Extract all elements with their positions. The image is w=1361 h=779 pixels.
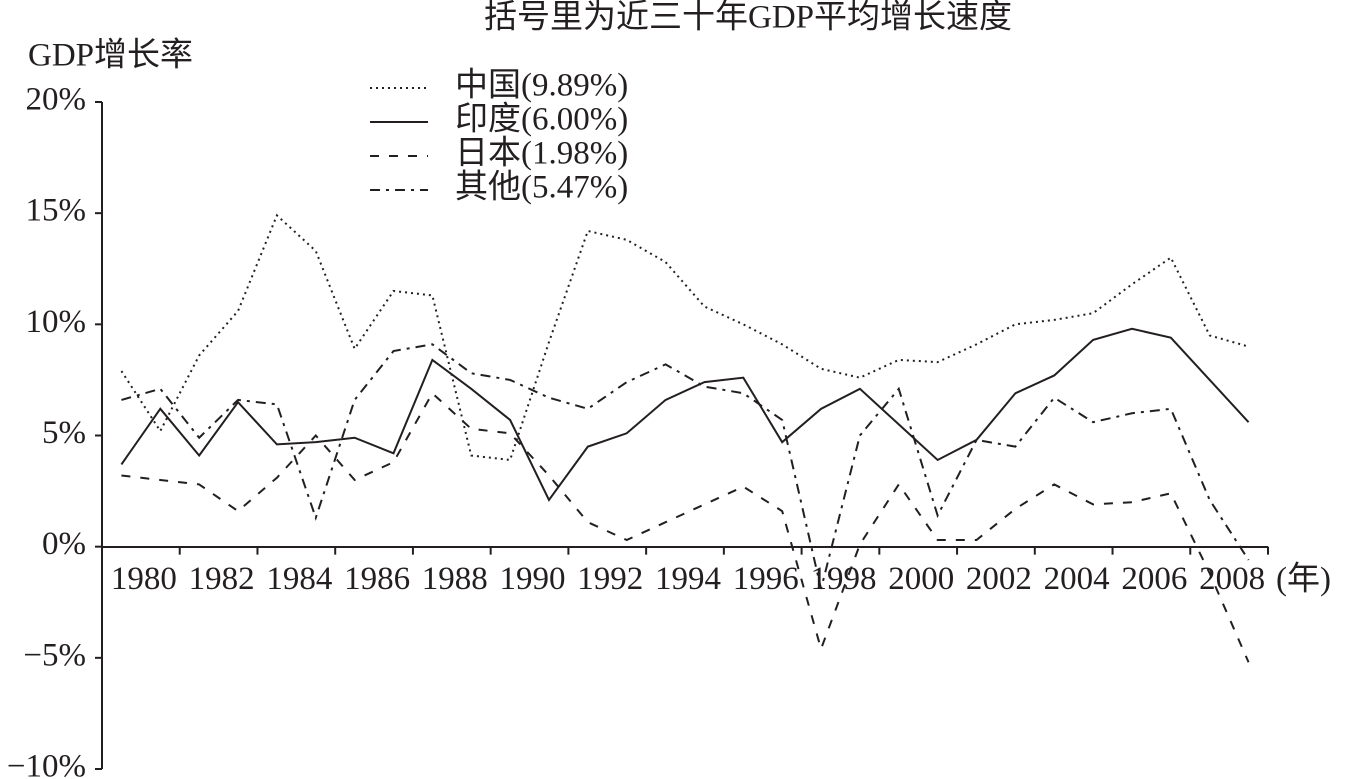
y-tick-label: −10% xyxy=(7,749,86,779)
x-tick-label: 2008 xyxy=(1199,561,1265,597)
x-tick-label: 2002 xyxy=(966,561,1032,597)
y-tick-label: 5% xyxy=(42,415,86,451)
y-tick-label: 0% xyxy=(42,526,86,562)
y-tick-label: 20% xyxy=(26,82,87,118)
x-tick-label: 1992 xyxy=(577,561,643,597)
legend-label: 中国(9.89%) xyxy=(455,67,628,104)
y-tick-label: −5% xyxy=(23,637,86,673)
series-line xyxy=(120,213,1249,462)
x-tick-label: 1988 xyxy=(422,561,488,597)
series-line xyxy=(121,391,1250,663)
y-tick-label: 15% xyxy=(26,193,87,229)
x-tick-label: 2000 xyxy=(888,561,954,597)
x-tick-label: 1980 xyxy=(111,561,177,597)
x-tick-label: 1990 xyxy=(500,561,566,597)
x-axis-label: (年) xyxy=(1276,561,1331,598)
legend-label: 日本(1.98%) xyxy=(455,135,628,172)
x-tick-label: 1982 xyxy=(189,561,255,597)
legend-label: 印度(6.00%) xyxy=(455,101,628,138)
series-line xyxy=(120,327,1250,502)
chart-title: 括号里为近三十年GDP平均增长速度 xyxy=(484,0,1012,36)
x-tick-label: 1994 xyxy=(655,561,721,597)
y-axis-label: GDP增长率 xyxy=(28,37,193,74)
x-tick-label: 2006 xyxy=(1121,561,1187,597)
x-tick-label: 1998 xyxy=(810,561,876,597)
x-tick-label: 1984 xyxy=(266,561,332,597)
x-tick-label: 1986 xyxy=(344,561,410,597)
series-line xyxy=(121,343,1250,590)
x-tick-label: 2004 xyxy=(1044,561,1110,597)
x-tick-label: 1996 xyxy=(733,561,799,597)
legend-label: 其他(5.47%) xyxy=(455,169,628,206)
y-tick-label: 10% xyxy=(26,304,87,340)
